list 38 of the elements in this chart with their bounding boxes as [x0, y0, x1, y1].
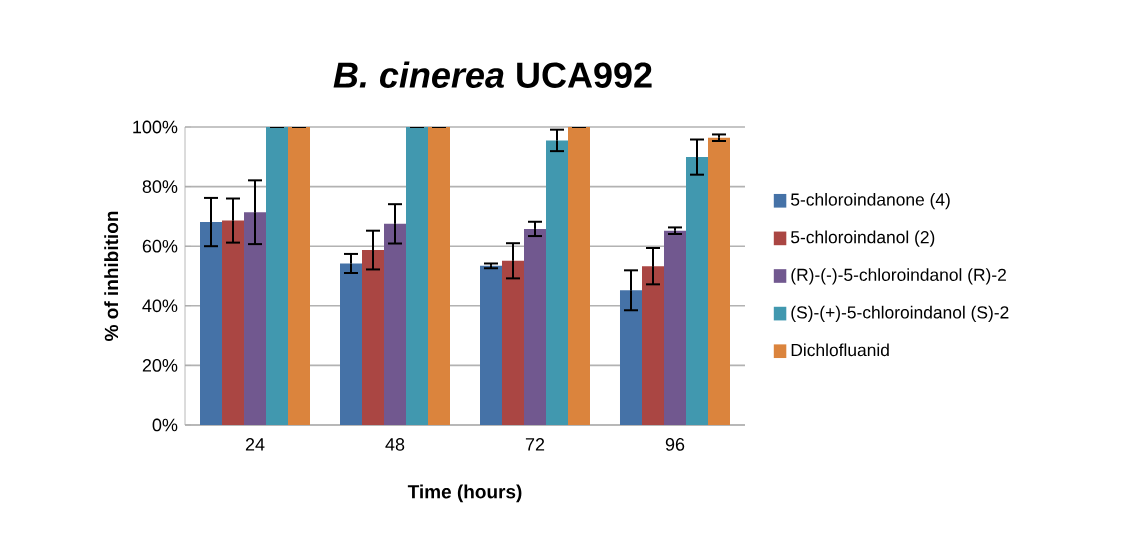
bar	[620, 290, 642, 425]
bar	[288, 126, 311, 425]
x-tick-label: 48	[385, 438, 405, 451]
y-tick-label: 20%	[142, 359, 178, 372]
y-axis-title: % of inhibition	[104, 211, 119, 341]
chart-title: B. cinerea UCA992	[333, 61, 652, 88]
bar	[524, 228, 546, 425]
x-tick-label: 96	[665, 438, 685, 451]
y-tick-label: 0%	[152, 418, 178, 432]
legend-label: 5-chloroindanol (2)	[791, 230, 935, 247]
legend-label: (S)-(+)-5-chloroindanol (S)-2	[791, 305, 1009, 323]
legend-label: (R)-(-)-5-chloroindanol (R)-2	[791, 268, 1006, 285]
bar	[568, 126, 590, 425]
bar	[480, 265, 502, 425]
bar	[502, 260, 524, 425]
bar	[200, 222, 223, 425]
bar	[222, 220, 245, 425]
bar	[642, 266, 664, 425]
bar	[384, 223, 406, 425]
bar	[244, 212, 267, 425]
y-tick-label: 80%	[142, 180, 178, 193]
bar	[686, 157, 708, 425]
bar	[664, 230, 686, 425]
x-tick-label: 72	[525, 438, 545, 451]
bar	[340, 263, 362, 425]
bar	[406, 126, 429, 425]
x-axis-title: Time (hours)	[407, 484, 522, 503]
y-tick-label: 60%	[142, 239, 178, 253]
bar	[266, 126, 289, 425]
legend-label: Dichlofluanid	[791, 343, 889, 357]
y-tick-label: 40%	[142, 299, 178, 313]
bar	[546, 140, 568, 425]
bar	[428, 126, 450, 425]
bar	[708, 137, 730, 425]
legend-label: 5-chloroindanone (4)	[791, 192, 950, 210]
bar	[362, 250, 385, 425]
x-tick-label: 24	[245, 438, 265, 451]
y-tick-label: 100%	[133, 120, 178, 134]
